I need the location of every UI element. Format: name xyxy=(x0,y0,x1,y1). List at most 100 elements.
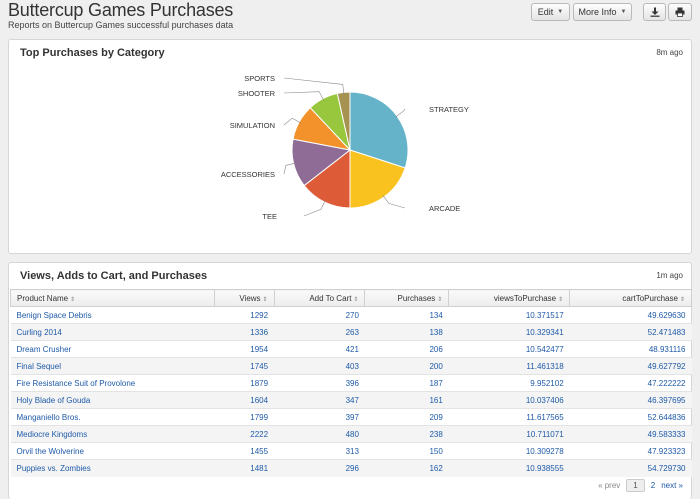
value-cell: 296 xyxy=(274,459,365,477)
value-cell: 1292 xyxy=(214,306,275,324)
value-cell: 161 xyxy=(364,391,449,409)
value-cell: 49.627792 xyxy=(569,357,692,375)
product-name-cell[interactable]: Orvil the Wolverine xyxy=(10,442,215,460)
table-row[interactable]: Manganiello Bros. 1799 397 209 11.617565 52.6… xyxy=(10,408,692,426)
edit-button-label: Edit xyxy=(537,7,554,17)
value-cell: 11.617565 xyxy=(448,408,570,426)
value-cell: 263 xyxy=(274,323,365,341)
value-cell: 162 xyxy=(364,459,449,477)
value-cell: 10.037406 xyxy=(448,391,570,409)
sort-icon: ⇕ xyxy=(437,296,443,303)
table-row[interactable]: Benign Space Debris 1292 270 134 10.371517 49… xyxy=(10,306,692,324)
product-name-cell[interactable]: Final Sequel xyxy=(10,357,215,375)
value-cell: 47.222222 xyxy=(569,374,692,392)
table-row[interactable]: Holy Blade of Gouda 1604 347 161 10.037406 46… xyxy=(10,391,692,409)
value-cell: 238 xyxy=(364,425,449,443)
value-cell: 11.461318 xyxy=(448,357,570,375)
column-header-label: cartToPurchase xyxy=(622,293,678,303)
pie-label-arcade: ARCADE xyxy=(429,204,460,213)
value-cell: 1455 xyxy=(214,442,275,460)
current-page[interactable]: 1 xyxy=(626,479,645,492)
column-header-label: Views xyxy=(239,293,261,303)
value-cell: 200 xyxy=(364,357,449,375)
value-cell: 270 xyxy=(274,306,365,324)
sort-icon: ⇕ xyxy=(558,296,564,303)
value-cell: 46.397695 xyxy=(569,391,692,409)
value-cell: 1879 xyxy=(214,374,275,392)
table-panel: Views, Adds to Cart, and Purchases 1m ag… xyxy=(8,262,692,499)
sort-icon: ⇕ xyxy=(70,296,76,303)
product-name-cell[interactable]: Benign Space Debris xyxy=(10,306,215,324)
value-cell: 49.583333 xyxy=(569,425,692,443)
value-cell: 2222 xyxy=(214,425,275,443)
pie-leader-line xyxy=(382,195,406,209)
value-cell: 347 xyxy=(274,391,365,409)
column-header-views-to-purchase[interactable]: viewsToPurchase ⇕ xyxy=(448,289,571,307)
table-row[interactable]: Final Sequel 1745 403 200 11.461318 49.627792 xyxy=(10,357,692,375)
page-title: Buttercup Games Purchases xyxy=(8,0,234,20)
table-row[interactable]: Curling 2014 1336 263 138 10.329341 52.471483 xyxy=(10,323,692,341)
product-name-cell[interactable]: Fire Resistance Suit of Provolone xyxy=(10,374,215,392)
column-header-add-to-cart[interactable]: Add To Cart ⇕ xyxy=(273,289,366,307)
value-cell: 480 xyxy=(274,425,365,443)
column-header-label: Product Name xyxy=(17,293,69,303)
table-row[interactable]: Dream Crusher 1954 421 206 10.542477 48.93111… xyxy=(10,340,692,358)
product-name-cell[interactable]: Dream Crusher xyxy=(10,340,215,358)
product-name-cell[interactable]: Curling 2014 xyxy=(10,323,215,341)
column-header-cart-to-purchase[interactable]: cartToPurchase ⇕ xyxy=(569,289,692,307)
next-page-button[interactable]: next » xyxy=(661,481,683,490)
value-cell: 421 xyxy=(274,340,365,358)
value-cell: 150 xyxy=(364,442,449,460)
value-cell: 10.542477 xyxy=(448,340,570,358)
table-row[interactable]: Fire Resistance Suit of Provolone 1879 396… xyxy=(10,374,692,392)
value-cell: 313 xyxy=(274,442,365,460)
column-header-views[interactable]: Views ⇕ xyxy=(213,289,275,307)
page-subtitle: Reports on Buttercup Games successful pu… xyxy=(8,20,234,30)
column-header-label: Add To Cart xyxy=(309,293,352,303)
pie-leader-line xyxy=(283,91,325,101)
value-cell: 1604 xyxy=(214,391,275,409)
value-cell: 396 xyxy=(274,374,365,392)
pie-chart[interactable]: STRATEGY ARCADE TEE ACCESSORIES SIMULATION SH… xyxy=(9,40,693,255)
product-name-cell[interactable]: Mediocre Kingdoms xyxy=(10,425,215,443)
more-info-button[interactable]: More Info ▼ xyxy=(573,3,632,21)
page-2-link[interactable]: 2 xyxy=(650,481,656,490)
table-row[interactable]: Puppies vs. Zombies 1481 296 162 10.938555 54… xyxy=(10,459,692,477)
value-cell: 206 xyxy=(364,340,449,358)
table-header-row: Product Name ⇕ Views ⇕ Add To Cart ⇕ Purcha… xyxy=(10,289,692,307)
data-table: Product Name ⇕ Views ⇕ Add To Cart ⇕ Purcha… xyxy=(10,289,692,477)
prev-page-button[interactable]: « prev xyxy=(598,481,621,490)
value-cell: 10.711071 xyxy=(448,425,570,443)
value-cell: 9.952102 xyxy=(448,374,570,392)
pie-leader-line xyxy=(303,200,326,217)
pie-panel-time: 8m ago xyxy=(656,48,683,57)
table-row[interactable]: Mediocre Kingdoms 2222 480 238 10.711071 49.5… xyxy=(10,425,692,443)
value-cell: 54.729730 xyxy=(569,459,692,477)
product-name-cell[interactable]: Puppies vs. Zombies xyxy=(10,459,215,477)
pagination: « prev 1 2 next » xyxy=(598,479,683,492)
column-header-label: viewsToPurchase xyxy=(493,293,557,303)
product-name-cell[interactable]: Holy Blade of Gouda xyxy=(10,391,215,409)
pie-label-strategy: STRATEGY xyxy=(429,105,469,114)
value-cell: 134 xyxy=(364,306,449,324)
caret-down-icon: ▼ xyxy=(557,9,564,15)
value-cell: 1799 xyxy=(214,408,275,426)
value-cell: 10.309278 xyxy=(448,442,570,460)
table-row[interactable]: Orvil the Wolverine 1455 313 150 10.309278 47… xyxy=(10,442,692,460)
app-header: Buttercup Games Purchases Reports on But… xyxy=(0,0,700,36)
print-icon xyxy=(675,7,685,17)
table-panel-title: Views, Adds to Cart, and Purchases xyxy=(20,270,208,282)
value-cell: 403 xyxy=(274,357,365,375)
edit-button[interactable]: Edit ▼ xyxy=(531,3,570,21)
print-button[interactable] xyxy=(668,3,692,21)
column-header-purchases[interactable]: Purchases ⇕ xyxy=(364,289,450,307)
pie-panel: Top Purchases by Category 8m ago STRATEG… xyxy=(8,39,692,254)
pie-label-simulation: SIMULATION xyxy=(230,121,275,130)
more-info-button-label: More Info xyxy=(578,7,617,17)
product-name-cell[interactable]: Manganiello Bros. xyxy=(10,408,215,426)
value-cell: 48.931116 xyxy=(569,340,692,358)
column-header-product-name[interactable]: Product Name ⇕ xyxy=(10,289,215,307)
export-button[interactable] xyxy=(643,3,666,21)
value-cell: 1481 xyxy=(214,459,275,477)
pie-label-shooter: SHOOTER xyxy=(238,89,276,98)
